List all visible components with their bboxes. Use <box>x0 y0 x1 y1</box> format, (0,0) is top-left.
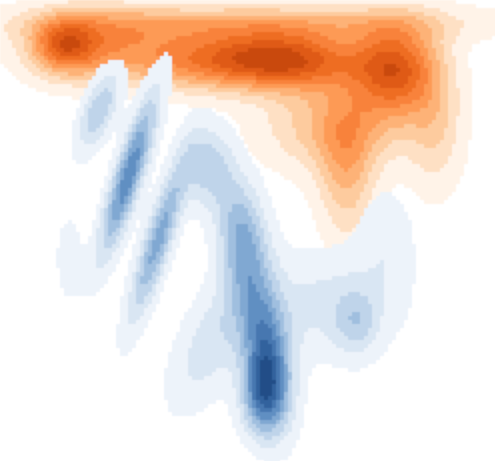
series-orange <box>0 0 495 260</box>
series-blue <box>56 52 416 461</box>
blue-contour-level-9 <box>260 356 276 400</box>
blue-contour-level-4 <box>108 116 360 432</box>
